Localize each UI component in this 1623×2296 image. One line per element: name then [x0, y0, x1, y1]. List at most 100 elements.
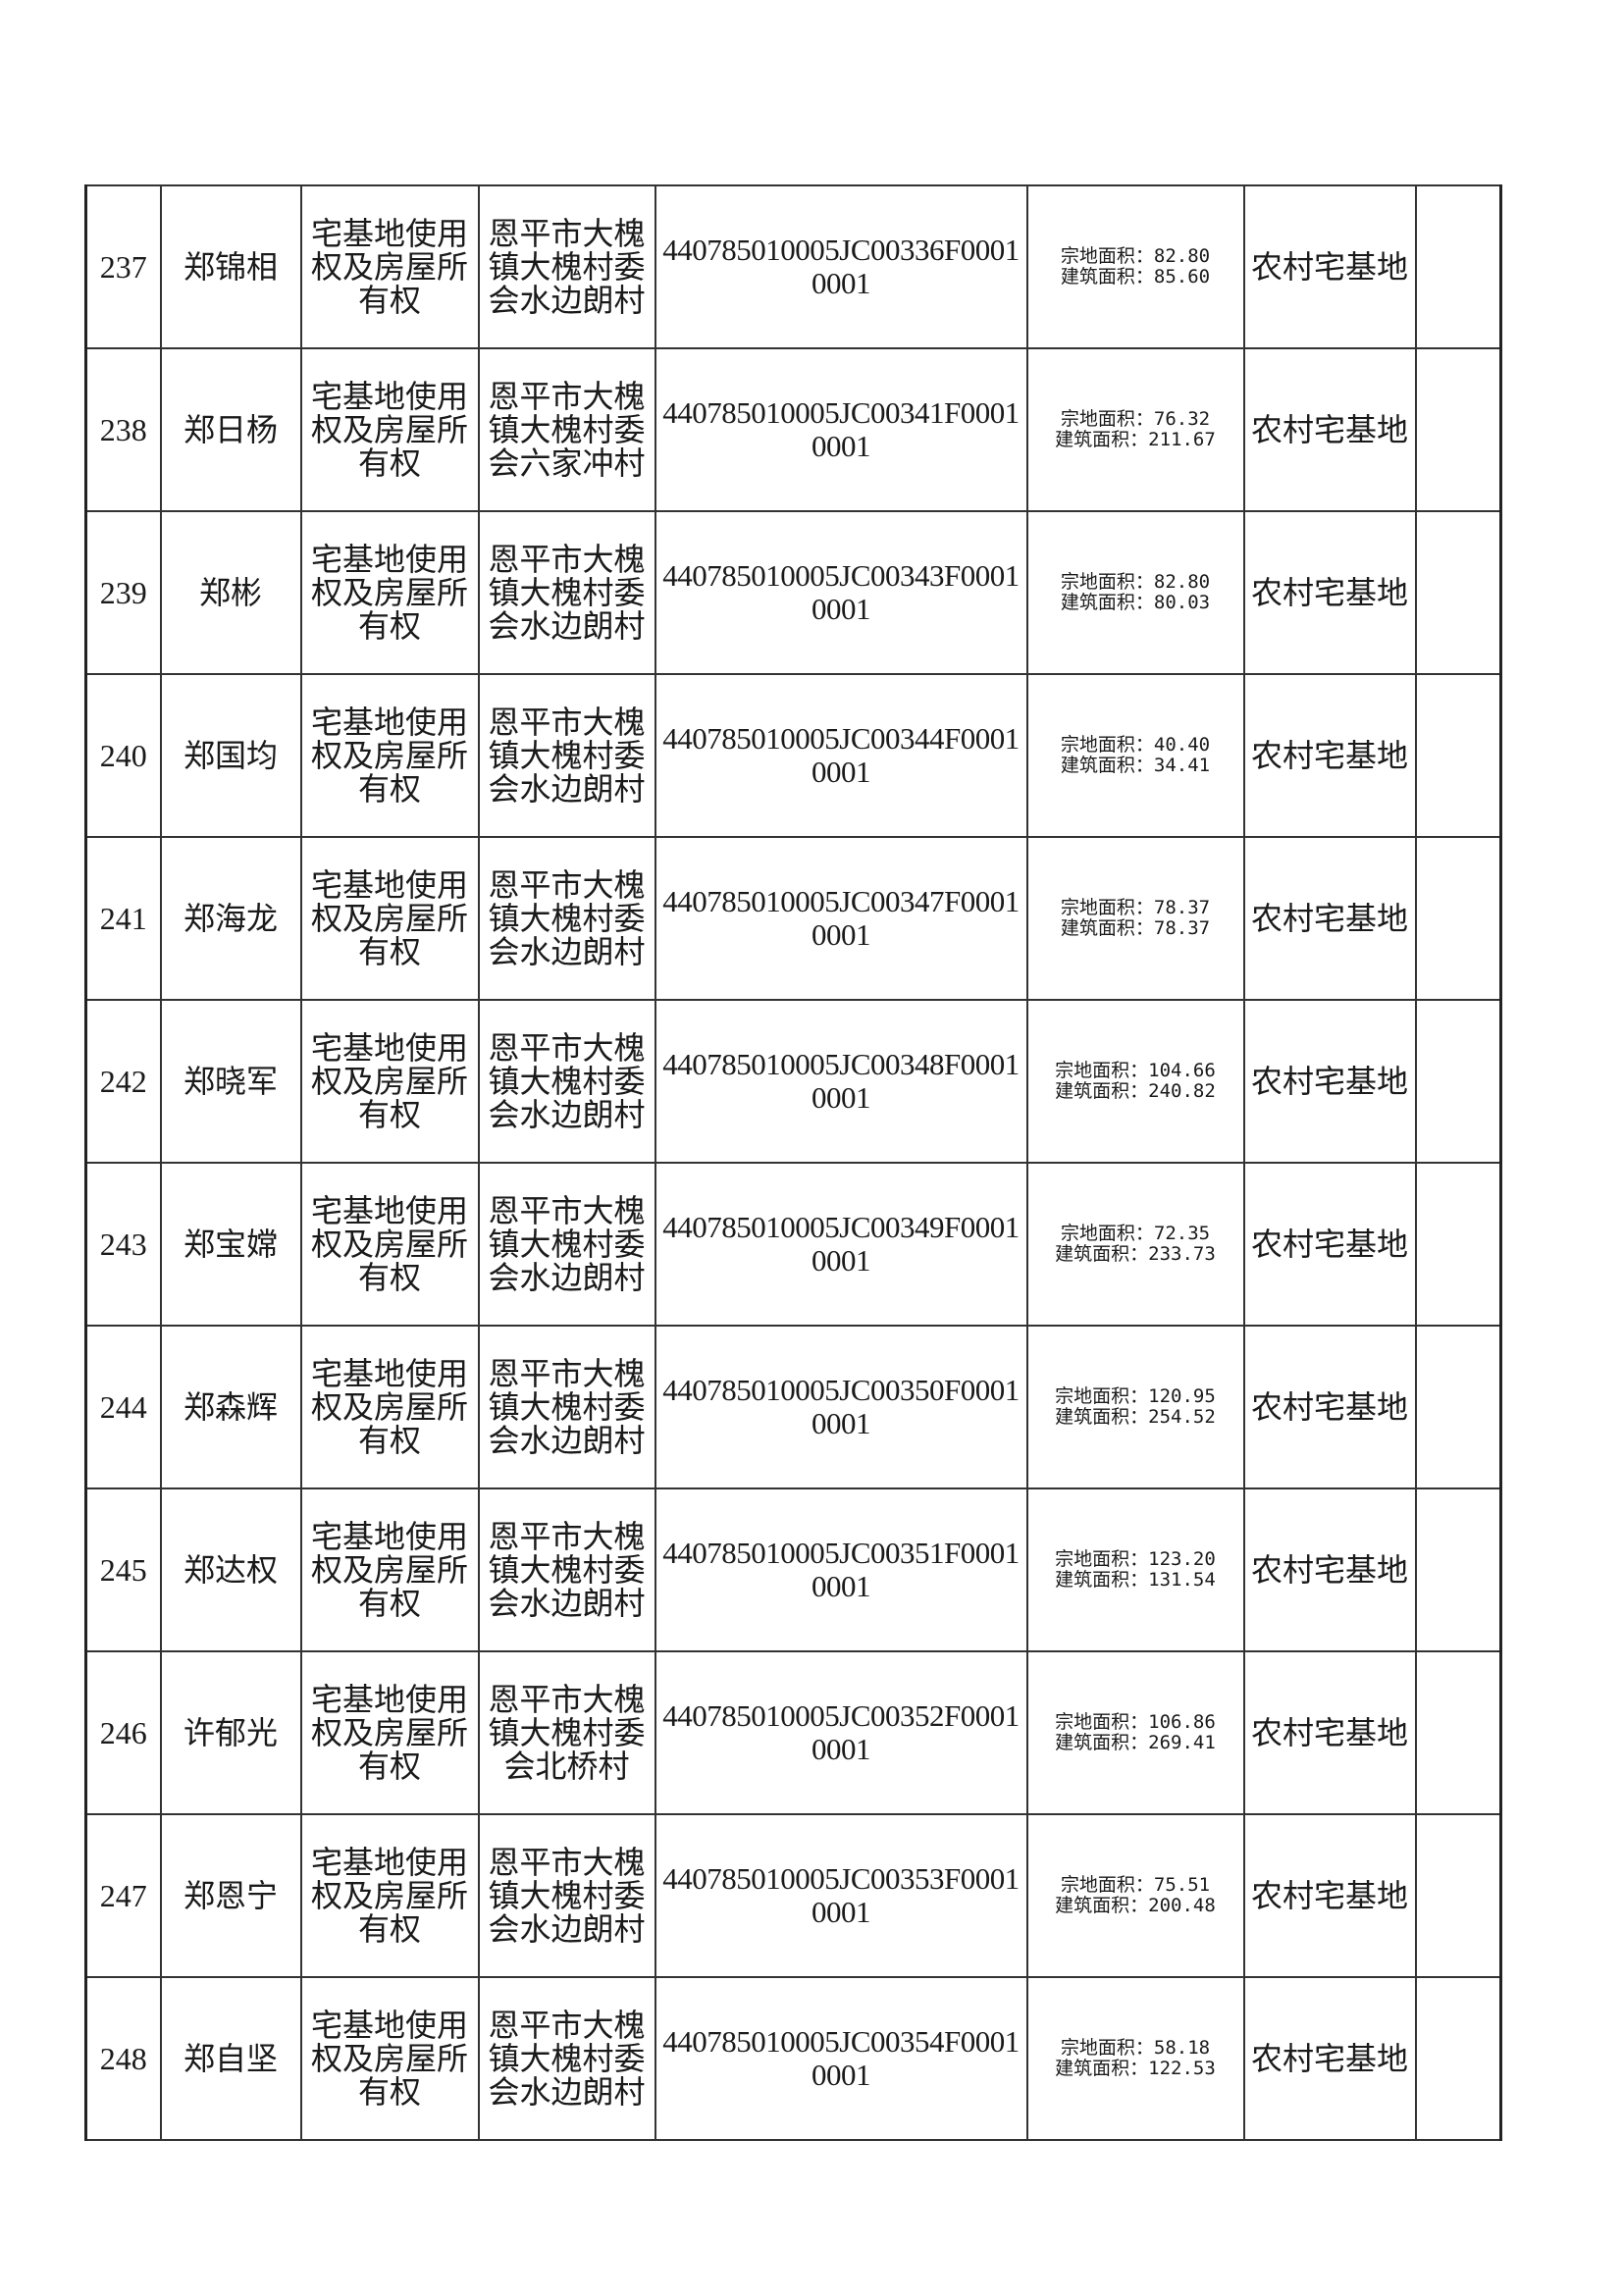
- land-use: 农村宅基地: [1242, 1976, 1417, 2141]
- unit-code: 440785010005JC00344F00010001: [654, 673, 1028, 838]
- unit-code: 440785010005JC00341F00010001: [654, 347, 1028, 512]
- location: 恩平市大槐镇大槐村委会水边朗村: [477, 1487, 656, 1652]
- land-use: 农村宅基地: [1242, 1813, 1417, 1978]
- right-type: 宅基地使用权及房屋所有权: [299, 1650, 480, 1815]
- land-use: 农村宅基地: [1242, 1325, 1417, 1489]
- unit-code: 440785010005JC00351F00010001: [654, 1487, 1028, 1652]
- unit-code: 440785010005JC00343F00010001: [654, 510, 1028, 675]
- area-cell: 宗地面积：40.40 建筑面积：34.41: [1025, 673, 1245, 838]
- table-row: 241 郑海龙 宅基地使用权及房屋所有权 恩平市大槐镇大槐村委会水边朗村 4407850…: [84, 836, 1502, 1001]
- building-area: 建筑面积：80.03: [1060, 592, 1211, 613]
- land-area: 宗地面积：40.40: [1060, 734, 1211, 756]
- owner-name: 郑彬: [159, 510, 302, 675]
- row-number: 248: [84, 1976, 162, 2141]
- land-use: 农村宅基地: [1242, 836, 1417, 1001]
- area-cell: 宗地面积：106.86 建筑面积：269.41: [1025, 1650, 1245, 1815]
- right-type: 宅基地使用权及房屋所有权: [299, 1813, 480, 1978]
- owner-name: 郑自坚: [159, 1976, 302, 2141]
- location: 恩平市大槐镇大槐村委会水边朗村: [477, 184, 656, 349]
- owner-name: 郑达权: [159, 1487, 302, 1652]
- remark: [1414, 999, 1502, 1164]
- right-type: 宅基地使用权及房屋所有权: [299, 1162, 480, 1327]
- unit-code: 440785010005JC00349F00010001: [654, 1162, 1028, 1327]
- row-number: 246: [84, 1650, 162, 1815]
- row-number: 242: [84, 999, 162, 1164]
- location: 恩平市大槐镇大槐村委会北桥村: [477, 1650, 656, 1815]
- remark: [1414, 1813, 1502, 1978]
- remark: [1414, 1487, 1502, 1652]
- building-area: 建筑面积：34.41: [1060, 755, 1211, 776]
- location: 恩平市大槐镇大槐村委会水边朗村: [477, 510, 656, 675]
- building-area: 建筑面积：211.67: [1055, 429, 1216, 450]
- area-cell: 宗地面积：120.95 建筑面积：254.52: [1025, 1325, 1245, 1489]
- building-area: 建筑面积：233.73: [1055, 1243, 1216, 1265]
- remark: [1414, 510, 1502, 675]
- owner-name: 郑锦相: [159, 184, 302, 349]
- table-row: 240 郑国均 宅基地使用权及房屋所有权 恩平市大槐镇大槐村委会水边朗村 4407850…: [84, 673, 1502, 838]
- table-row: 245 郑达权 宅基地使用权及房屋所有权 恩平市大槐镇大槐村委会水边朗村 4407850…: [84, 1487, 1502, 1652]
- area-cell: 宗地面积：75.51 建筑面积：200.48: [1025, 1813, 1245, 1978]
- owner-name: 郑海龙: [159, 836, 302, 1001]
- right-type: 宅基地使用权及房屋所有权: [299, 1325, 480, 1489]
- building-area: 建筑面积：200.48: [1055, 1895, 1216, 1916]
- table-row: 246 许郁光 宅基地使用权及房屋所有权 恩平市大槐镇大槐村委会北桥村 44078501…: [84, 1650, 1502, 1815]
- unit-code: 440785010005JC00352F00010001: [654, 1650, 1028, 1815]
- owner-name: 郑森辉: [159, 1325, 302, 1489]
- unit-code: 440785010005JC00354F00010001: [654, 1976, 1028, 2141]
- row-number: 240: [84, 673, 162, 838]
- remark: [1414, 1650, 1502, 1815]
- right-type: 宅基地使用权及房屋所有权: [299, 999, 480, 1164]
- table-row: 237 郑锦相 宅基地使用权及房屋所有权 恩平市大槐镇大槐村委会水边朗村 4407850…: [84, 184, 1502, 349]
- table-row: 243 郑宝嫦 宅基地使用权及房屋所有权 恩平市大槐镇大槐村委会水边朗村 4407850…: [84, 1162, 1502, 1327]
- unit-code: 440785010005JC00350F00010001: [654, 1325, 1028, 1489]
- row-number: 241: [84, 836, 162, 1001]
- land-area: 宗地面积：72.35: [1060, 1223, 1211, 1244]
- land-area: 宗地面积：82.80: [1060, 571, 1211, 593]
- location: 恩平市大槐镇大槐村委会水边朗村: [477, 1325, 656, 1489]
- table-row: 239 郑彬 宅基地使用权及房屋所有权 恩平市大槐镇大槐村委会水边朗村 44078501…: [84, 510, 1502, 675]
- building-area: 建筑面积：78.37: [1060, 917, 1211, 939]
- remark: [1414, 1162, 1502, 1327]
- area-cell: 宗地面积：78.37 建筑面积：78.37: [1025, 836, 1245, 1001]
- land-area: 宗地面积：106.86: [1055, 1711, 1216, 1733]
- row-number: 245: [84, 1487, 162, 1652]
- building-area: 建筑面积：254.52: [1055, 1406, 1216, 1428]
- area-cell: 宗地面积：123.20 建筑面积：131.54: [1025, 1487, 1245, 1652]
- location: 恩平市大槐镇大槐村委会水边朗村: [477, 1162, 656, 1327]
- land-use: 农村宅基地: [1242, 347, 1417, 512]
- location: 恩平市大槐镇大槐村委会水边朗村: [477, 673, 656, 838]
- right-type: 宅基地使用权及房屋所有权: [299, 347, 480, 512]
- land-area: 宗地面积：123.20: [1055, 1548, 1216, 1570]
- location: 恩平市大槐镇大槐村委会水边朗村: [477, 836, 656, 1001]
- building-area: 建筑面积：240.82: [1055, 1080, 1216, 1102]
- table-row: 247 郑恩宁 宅基地使用权及房屋所有权 恩平市大槐镇大槐村委会水边朗村 4407850…: [84, 1813, 1502, 1978]
- area-cell: 宗地面积：76.32 建筑面积：211.67: [1025, 347, 1245, 512]
- land-area: 宗地面积：75.51: [1060, 1874, 1211, 1896]
- area-cell: 宗地面积：104.66 建筑面积：240.82: [1025, 999, 1245, 1164]
- land-use: 农村宅基地: [1242, 184, 1417, 349]
- property-rights-table: 237 郑锦相 宅基地使用权及房屋所有权 恩平市大槐镇大槐村委会水边朗村 4407850…: [84, 184, 1502, 2141]
- owner-name: 郑晓军: [159, 999, 302, 1164]
- land-area: 宗地面积：82.80: [1060, 245, 1211, 267]
- land-use: 农村宅基地: [1242, 999, 1417, 1164]
- row-number: 244: [84, 1325, 162, 1489]
- row-number: 243: [84, 1162, 162, 1327]
- right-type: 宅基地使用权及房屋所有权: [299, 836, 480, 1001]
- land-area: 宗地面积：58.18: [1060, 2037, 1211, 2059]
- land-area: 宗地面积：76.32: [1060, 408, 1211, 430]
- unit-code: 440785010005JC00347F00010001: [654, 836, 1028, 1001]
- area-cell: 宗地面积：82.80 建筑面积：80.03: [1025, 510, 1245, 675]
- land-area: 宗地面积：104.66: [1055, 1060, 1216, 1081]
- land-use: 农村宅基地: [1242, 1487, 1417, 1652]
- table-row: 242 郑晓军 宅基地使用权及房屋所有权 恩平市大槐镇大槐村委会水边朗村 4407850…: [84, 999, 1502, 1164]
- land-area: 宗地面积：78.37: [1060, 897, 1211, 918]
- owner-name: 郑日杨: [159, 347, 302, 512]
- right-type: 宅基地使用权及房屋所有权: [299, 510, 480, 675]
- area-cell: 宗地面积：72.35 建筑面积：233.73: [1025, 1162, 1245, 1327]
- unit-code: 440785010005JC00336F00010001: [654, 184, 1028, 349]
- land-use: 农村宅基地: [1242, 510, 1417, 675]
- remark: [1414, 1325, 1502, 1489]
- remark: [1414, 673, 1502, 838]
- location: 恩平市大槐镇大槐村委会水边朗村: [477, 999, 656, 1164]
- table-row: 244 郑森辉 宅基地使用权及房屋所有权 恩平市大槐镇大槐村委会水边朗村 4407850…: [84, 1325, 1502, 1489]
